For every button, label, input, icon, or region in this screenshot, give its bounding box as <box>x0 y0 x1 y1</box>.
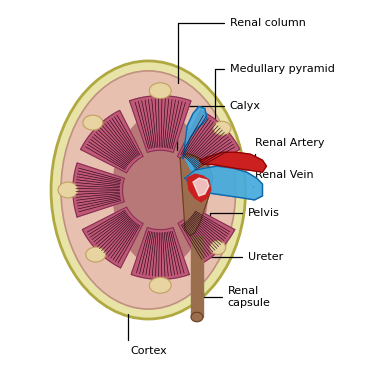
Ellipse shape <box>210 240 226 254</box>
Polygon shape <box>183 107 207 158</box>
Text: Cortex: Cortex <box>128 314 167 356</box>
Polygon shape <box>131 227 189 279</box>
Ellipse shape <box>149 278 171 293</box>
Text: Renal Artery: Renal Artery <box>255 138 324 159</box>
Polygon shape <box>193 178 209 196</box>
Polygon shape <box>73 163 124 217</box>
Text: Calyx: Calyx <box>177 101 261 150</box>
Ellipse shape <box>86 247 106 262</box>
Polygon shape <box>200 152 267 172</box>
Text: Renal
capsule: Renal capsule <box>203 286 271 308</box>
Polygon shape <box>82 207 143 268</box>
Ellipse shape <box>51 61 246 319</box>
Polygon shape <box>81 110 143 173</box>
Polygon shape <box>180 153 213 236</box>
Text: Renal column: Renal column <box>178 18 306 83</box>
Polygon shape <box>185 158 199 170</box>
Ellipse shape <box>58 182 78 198</box>
Polygon shape <box>185 166 262 200</box>
Text: Ureter: Ureter <box>199 252 283 294</box>
Polygon shape <box>177 110 240 173</box>
Ellipse shape <box>191 312 203 322</box>
Polygon shape <box>191 236 203 317</box>
Ellipse shape <box>83 115 103 130</box>
Text: Renal Vein: Renal Vein <box>252 170 313 187</box>
Ellipse shape <box>213 121 231 135</box>
Polygon shape <box>187 174 211 202</box>
Ellipse shape <box>112 113 208 267</box>
Ellipse shape <box>149 83 171 99</box>
Polygon shape <box>129 96 191 153</box>
Polygon shape <box>178 208 235 264</box>
Text: Pelvis: Pelvis <box>210 208 280 218</box>
Ellipse shape <box>61 71 236 309</box>
Text: Medullary pyramid: Medullary pyramid <box>215 64 335 133</box>
